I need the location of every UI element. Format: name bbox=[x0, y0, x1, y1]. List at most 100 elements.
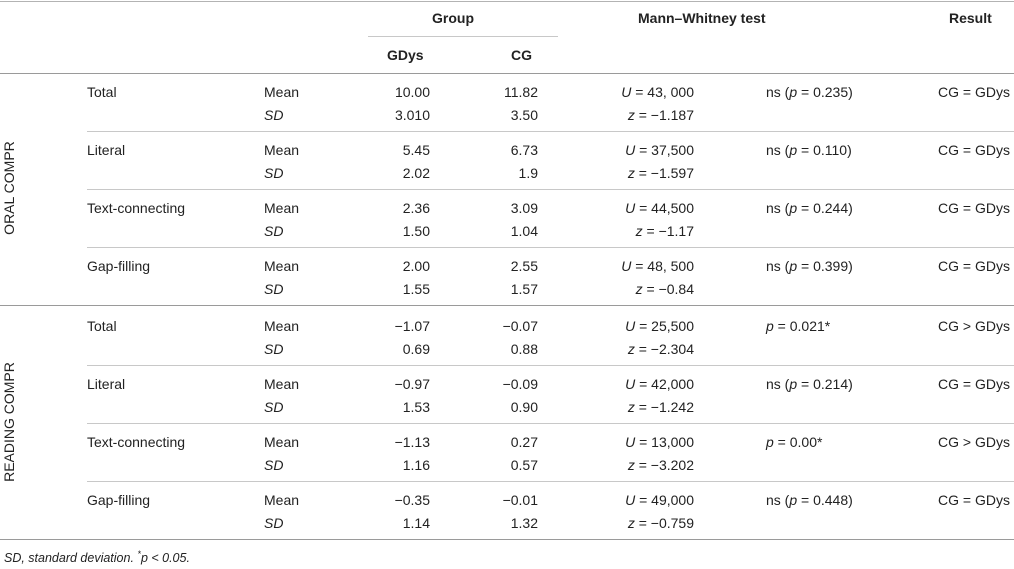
header-result: Result bbox=[949, 10, 992, 26]
z-statistic: z = −3.202 bbox=[627, 457, 694, 473]
row-name: Text-connecting bbox=[87, 434, 186, 450]
sd-gdys: 2.02 bbox=[402, 165, 430, 181]
section-label: READING COMPR bbox=[1, 362, 17, 482]
mean-label: Mean bbox=[264, 376, 300, 392]
p-value: ns (p = 0.235) bbox=[766, 84, 853, 100]
mean-cg: 2.55 bbox=[510, 258, 538, 274]
row-separator bbox=[87, 365, 1014, 366]
p-value: ns (p = 0.448) bbox=[766, 492, 853, 508]
header-group: Group bbox=[432, 10, 474, 26]
mean-gdys: −0.35 bbox=[394, 492, 430, 508]
p-value: ns (p = 0.214) bbox=[766, 376, 853, 392]
mean-label: Mean bbox=[264, 492, 300, 508]
mean-label: Mean bbox=[264, 258, 300, 274]
mean-gdys: 2.36 bbox=[402, 200, 430, 216]
sd-label: SD bbox=[264, 515, 284, 531]
sd-cg: 1.32 bbox=[510, 515, 538, 531]
mean-gdys: 10.00 bbox=[394, 84, 430, 100]
z-statistic: z = −0.759 bbox=[627, 515, 694, 531]
sd-label: SD bbox=[264, 165, 284, 181]
result: CG = GDys bbox=[938, 84, 1010, 100]
header-gdys: GDys bbox=[387, 47, 424, 63]
z-statistic: z = −2.304 bbox=[627, 341, 694, 357]
sd-cg: 1.04 bbox=[510, 223, 538, 239]
sd-label: SD bbox=[264, 281, 284, 297]
mean-cg: 6.73 bbox=[510, 142, 538, 158]
header-cg: CG bbox=[511, 47, 532, 63]
result: CG > GDys bbox=[938, 318, 1010, 334]
mean-cg: 0.27 bbox=[510, 434, 538, 450]
z-statistic: z = −0.84 bbox=[635, 281, 694, 297]
z-statistic: z = −1.17 bbox=[635, 223, 694, 239]
sd-cg: 0.57 bbox=[510, 457, 538, 473]
p-value: ns (p = 0.244) bbox=[766, 200, 853, 216]
sd-cg: 0.90 bbox=[510, 399, 538, 415]
section-separator bbox=[0, 539, 1014, 540]
sd-gdys: 1.16 bbox=[402, 457, 430, 473]
result: CG > GDys bbox=[938, 434, 1010, 450]
row-name: Text-connecting bbox=[87, 200, 186, 216]
u-statistic: U = 44,500 bbox=[625, 200, 694, 216]
sd-gdys: 1.53 bbox=[402, 399, 430, 415]
table-top-rule bbox=[0, 1, 1014, 2]
result: CG = GDys bbox=[938, 492, 1010, 508]
result: CG = GDys bbox=[938, 142, 1010, 158]
row-separator bbox=[87, 423, 1014, 424]
p-value: ns (p = 0.110) bbox=[766, 142, 852, 158]
sd-label: SD bbox=[264, 341, 284, 357]
row-separator bbox=[87, 131, 1014, 132]
result: CG = GDys bbox=[938, 200, 1010, 216]
row-separator bbox=[87, 247, 1014, 248]
p-value: p = 0.021* bbox=[766, 318, 831, 334]
row-name: Literal bbox=[87, 376, 126, 392]
sd-label: SD bbox=[264, 223, 284, 239]
sd-gdys: 1.14 bbox=[402, 515, 430, 531]
mean-gdys: −0.97 bbox=[394, 376, 430, 392]
sd-gdys: 3.010 bbox=[394, 107, 430, 123]
row-separator bbox=[87, 189, 1014, 190]
row-name: Literal bbox=[87, 142, 126, 158]
p-value: ns (p = 0.399) bbox=[766, 258, 853, 274]
u-statistic: U = 43, 000 bbox=[621, 84, 694, 100]
mean-gdys: −1.13 bbox=[394, 434, 430, 450]
mean-label: Mean bbox=[264, 200, 300, 216]
mean-label: Mean bbox=[264, 142, 300, 158]
footnote: SD, standard deviation. *p < 0.05. bbox=[4, 549, 190, 566]
mean-cg: −0.07 bbox=[502, 318, 538, 334]
u-statistic: U = 49,000 bbox=[625, 492, 694, 508]
row-name: Total bbox=[87, 84, 117, 100]
section-separator bbox=[0, 305, 1014, 306]
sd-cg: 1.9 bbox=[518, 165, 538, 181]
mean-cg: 3.09 bbox=[510, 200, 538, 216]
mean-gdys: 5.45 bbox=[402, 142, 430, 158]
sd-label: SD bbox=[264, 399, 284, 415]
mean-label: Mean bbox=[264, 84, 300, 100]
u-statistic: U = 42,000 bbox=[625, 376, 694, 392]
u-statistic: U = 37,500 bbox=[625, 142, 694, 158]
sd-label: SD bbox=[264, 457, 284, 473]
header-test: Mann–Whitney test bbox=[638, 10, 766, 26]
u-statistic: U = 48, 500 bbox=[621, 258, 694, 274]
result: CG = GDys bbox=[938, 376, 1010, 392]
sd-gdys: 0.69 bbox=[402, 341, 430, 357]
p-value: p = 0.00* bbox=[766, 434, 823, 450]
sd-gdys: 1.55 bbox=[402, 281, 430, 297]
header-bottom-rule bbox=[0, 73, 1014, 74]
result: CG = GDys bbox=[938, 258, 1010, 274]
mean-label: Mean bbox=[264, 318, 300, 334]
sd-gdys: 1.50 bbox=[402, 223, 430, 239]
mean-gdys: −1.07 bbox=[394, 318, 430, 334]
row-name: Total bbox=[87, 318, 117, 334]
row-separator bbox=[87, 481, 1014, 482]
mean-gdys: 2.00 bbox=[402, 258, 430, 274]
z-statistic: z = −1.597 bbox=[627, 165, 694, 181]
mean-cg: 11.82 bbox=[504, 84, 538, 100]
row-name: Gap-filling bbox=[87, 492, 151, 508]
header-group-underline bbox=[368, 36, 558, 37]
mean-label: Mean bbox=[264, 434, 300, 450]
u-statistic: U = 25,500 bbox=[625, 318, 694, 334]
sd-label: SD bbox=[264, 107, 284, 123]
section-label: ORAL COMPR bbox=[1, 141, 17, 235]
z-statistic: z = −1.242 bbox=[627, 399, 694, 415]
mean-cg: −0.09 bbox=[502, 376, 538, 392]
